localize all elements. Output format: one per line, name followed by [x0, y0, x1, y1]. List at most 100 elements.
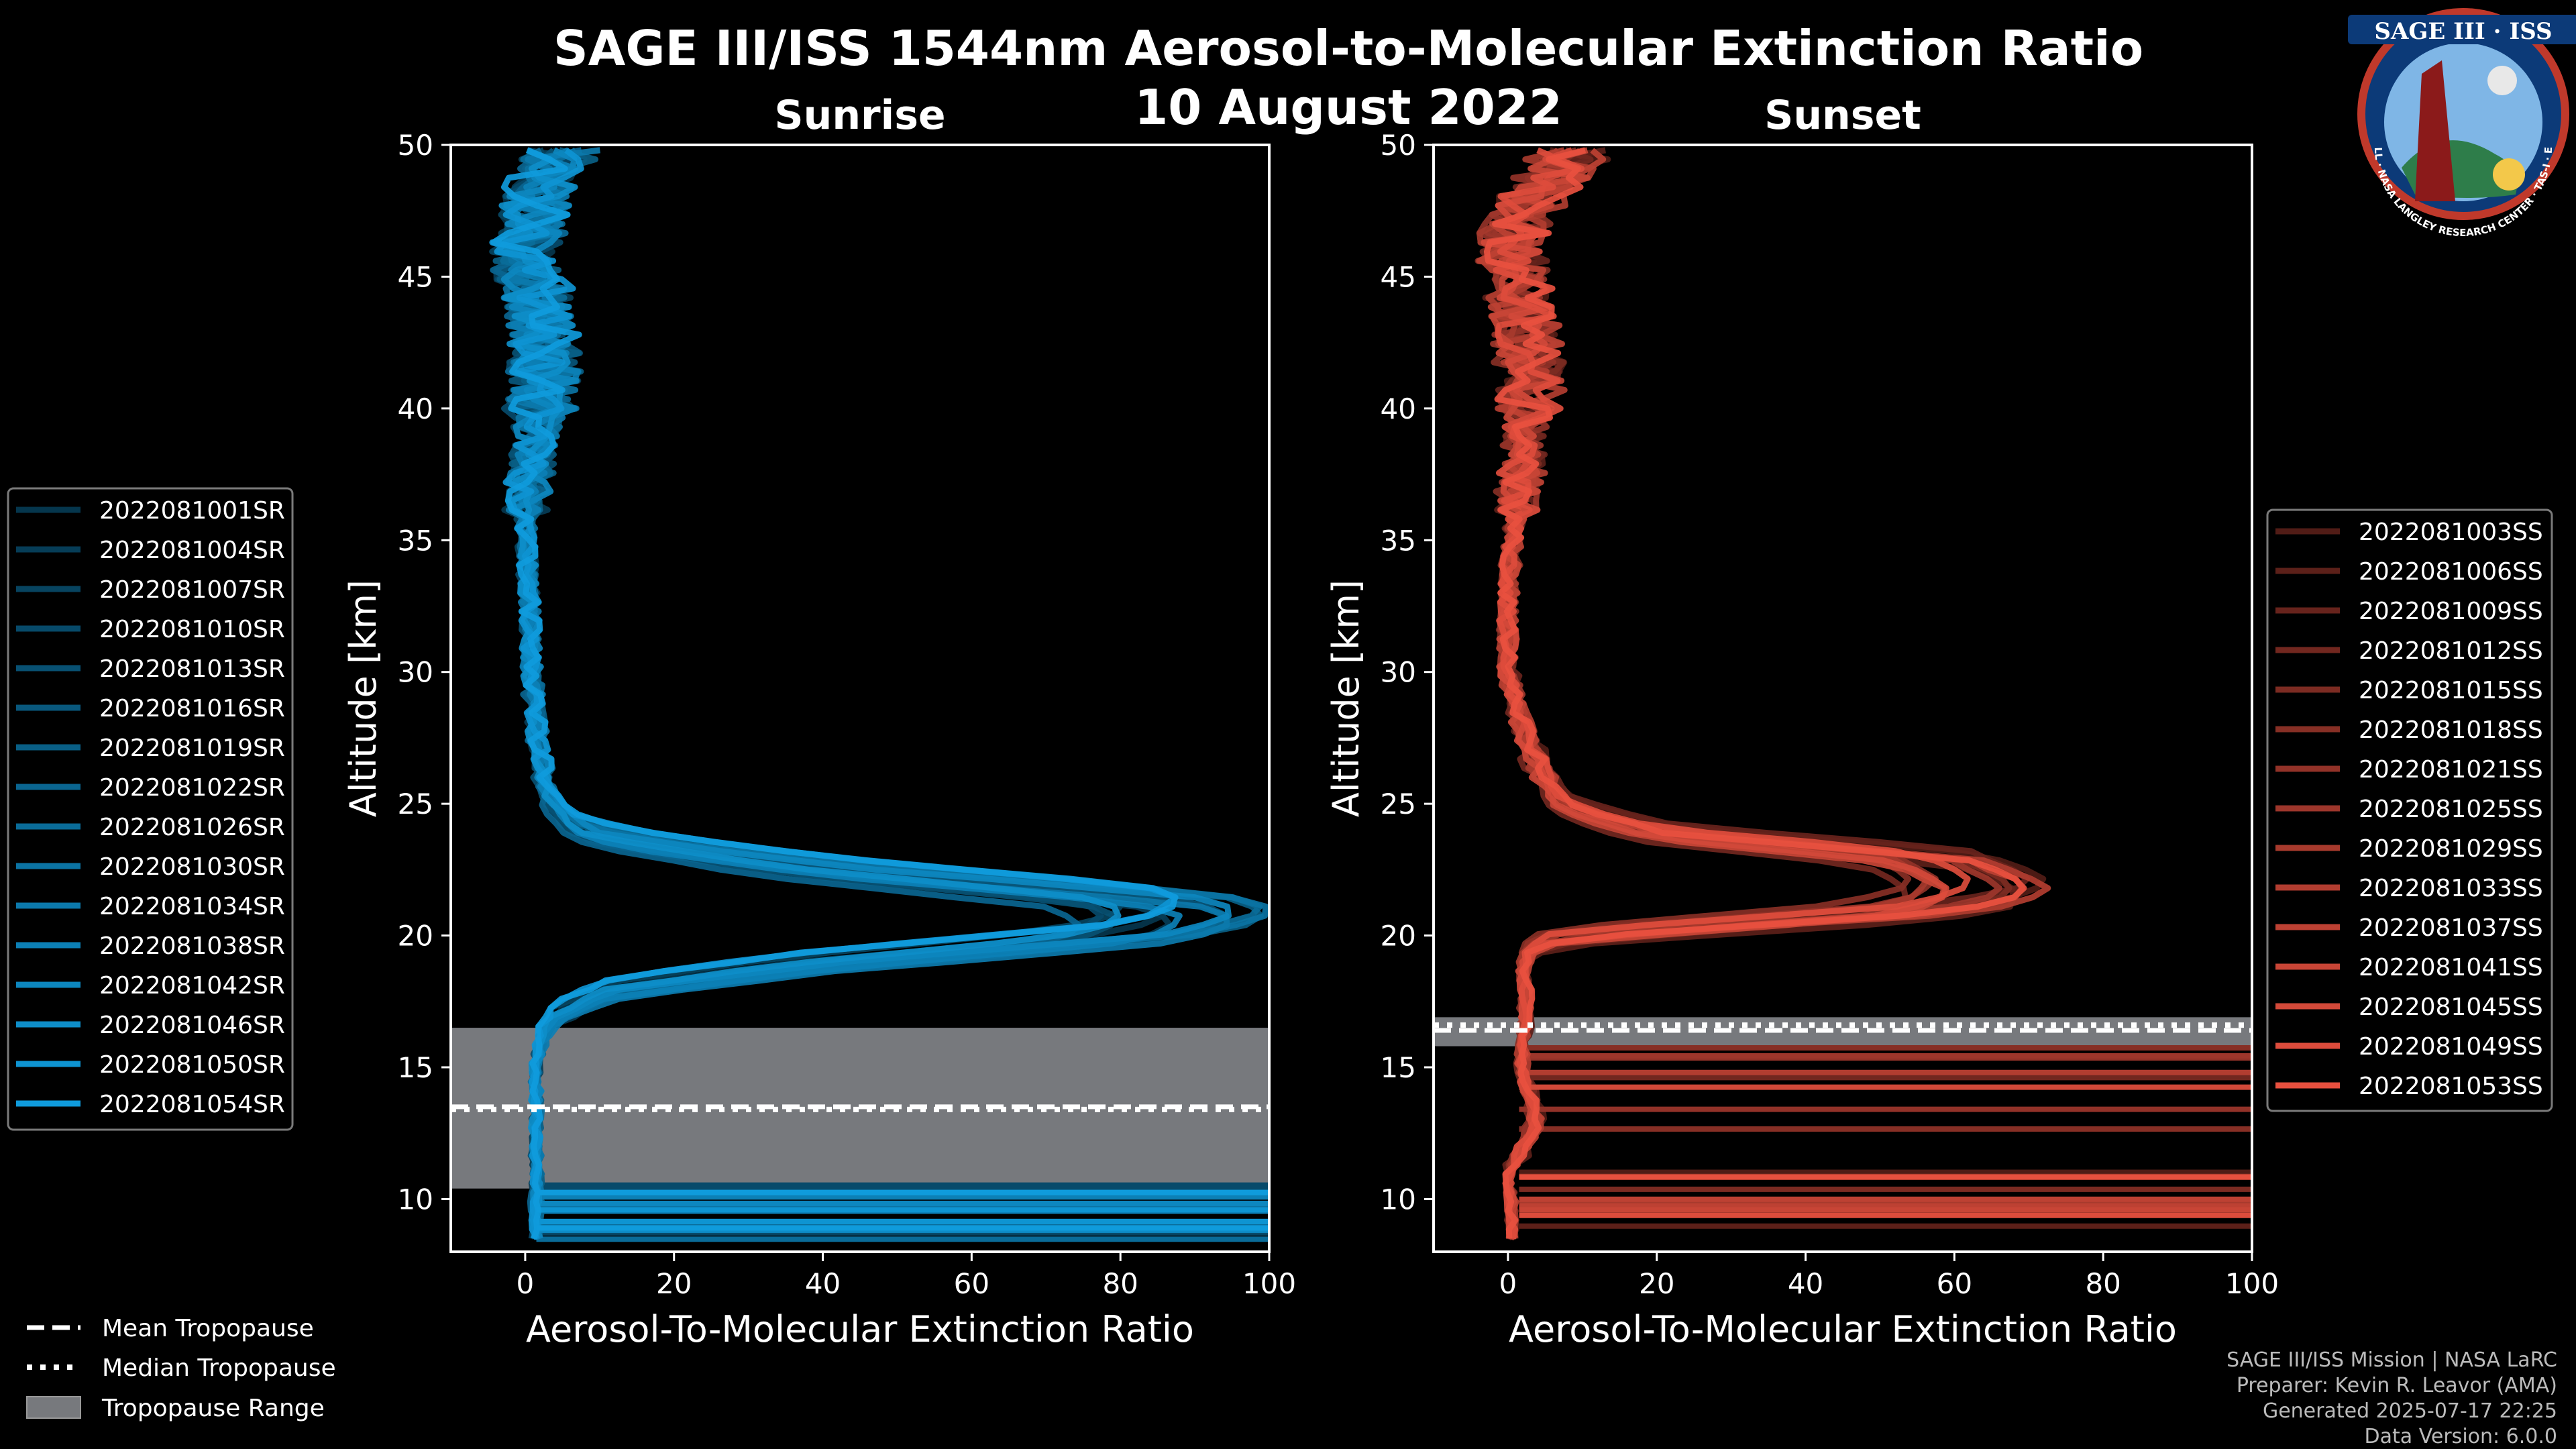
logo-moon — [2487, 66, 2517, 95]
y-tick-label: 30 — [1381, 656, 1416, 689]
logo-text: SAGE III · ISS — [2374, 18, 2552, 45]
y-tick-label: 35 — [398, 524, 433, 557]
legend-label-2022081045SS: 2022081045SS — [2359, 994, 2543, 1021]
x-tick-label: 20 — [656, 1267, 692, 1300]
y-tick-label: 25 — [1381, 788, 1416, 820]
legend-label-2022081038SR: 2022081038SR — [99, 932, 285, 960]
tropopause-range-label: Tropopause Range — [101, 1395, 325, 1422]
x-tick-label: 0 — [517, 1267, 535, 1300]
logo-sun — [2493, 158, 2525, 191]
legend-label-2022081025SS: 2022081025SS — [2359, 796, 2543, 823]
profile-2022081054SR — [490, 147, 1179, 1240]
footer-mission: SAGE III/ISS Mission | NASA LaRC — [2226, 1348, 2557, 1372]
figure-title: SAGE III/ISS 1544nm Aerosol-to-Molecular… — [553, 20, 2143, 76]
x-tick-label: 0 — [1499, 1267, 1517, 1300]
sunrise-panel: 0 20 40 60 80 100 10 15 20 25 30 35 40 45 50 Aerosol-T… — [342, 129, 1296, 1350]
x-tick-label: 100 — [2225, 1267, 2279, 1300]
y-tick-label: 50 — [398, 129, 433, 162]
sunset-axes-frame — [1432, 144, 2253, 1253]
x-tick-label: 80 — [2085, 1267, 2121, 1300]
legend-label-2022081049SS: 2022081049SS — [2359, 1033, 2543, 1061]
y-tick-label: 10 — [398, 1183, 433, 1216]
legend-label-2022081041SS: 2022081041SS — [2359, 954, 2543, 981]
legend-label-2022081034SR: 2022081034SR — [99, 893, 285, 920]
footer-generated: Generated 2025-07-17 22:25 — [2263, 1399, 2557, 1423]
profile-2022081053SS — [1483, 147, 2027, 1239]
y-tick-label: 15 — [398, 1051, 433, 1084]
y-tick-label: 20 — [1381, 920, 1416, 953]
legend-label-2022081053SS: 2022081053SS — [2359, 1073, 2543, 1100]
legend-label-2022081046SR: 2022081046SR — [99, 1012, 285, 1039]
sunset-panel-title: Sunset — [1764, 92, 1921, 139]
mean-tropopause-label: Mean Tropopause — [102, 1315, 314, 1342]
logo-figure — [2415, 60, 2455, 201]
sunset-y-axis-label: Altitude [km] — [1325, 580, 1367, 817]
x-tick-label: 100 — [1242, 1267, 1296, 1300]
x-tick-label: 60 — [1937, 1267, 1972, 1300]
sunset-x-axis-label: Aerosol-To-Molecular Extinction Ratio — [1509, 1308, 2177, 1350]
legend-label-2022081001SR: 2022081001SR — [99, 497, 285, 525]
legend-label-2022081009SS: 2022081009SS — [2359, 598, 2543, 625]
y-tick-label: 20 — [398, 920, 433, 953]
y-tick-label: 40 — [398, 392, 433, 425]
sunrise-tropopause-lines — [451, 1104, 1269, 1112]
legend-label-2022081004SR: 2022081004SR — [99, 537, 285, 564]
sunset-legend: 2022081003SS 2022081006SS 2022081009SS 2022… — [2266, 508, 2553, 1112]
sunset-ticks: 0 20 40 60 80 100 10 15 20 25 30 35 40 45 50 — [1381, 129, 2279, 1300]
footer-credits: SAGE III/ISS Mission | NASA LaRC Prepare… — [2226, 1348, 2557, 1448]
legend-label-2022081010SR: 2022081010SR — [99, 616, 285, 643]
sunset-plot-background — [1434, 145, 2252, 1252]
legend-label-2022081054SR: 2022081054SR — [99, 1091, 285, 1118]
y-tick-label: 15 — [1381, 1051, 1416, 1084]
y-tick-label: 25 — [398, 788, 433, 820]
legend-label-2022081033SS: 2022081033SS — [2359, 875, 2543, 902]
y-tick-label: 50 — [1381, 129, 1416, 162]
sunrise-ticks: 0 20 40 60 80 100 10 15 20 25 30 35 40 45 50 — [398, 129, 1297, 1300]
sunrise-profiles — [489, 147, 1269, 1242]
sunrise-panel-title: Sunrise — [774, 92, 945, 139]
sunrise-y-axis-label: Altitude [km] — [342, 580, 384, 817]
legend-label-2022081013SR: 2022081013SR — [99, 655, 285, 683]
legend-label-2022081007SR: 2022081007SR — [99, 576, 285, 604]
footer-data-version: Data Version: 6.0.0 — [2365, 1425, 2557, 1448]
x-tick-label: 60 — [954, 1267, 989, 1300]
legend-label-2022081037SS: 2022081037SS — [2359, 914, 2543, 942]
x-tick-label: 40 — [805, 1267, 841, 1300]
legend-label-2022081006SS: 2022081006SS — [2359, 558, 2543, 586]
median-tropopause-label: Median Tropopause — [102, 1354, 336, 1382]
legend-label-2022081019SR: 2022081019SR — [99, 735, 285, 762]
logo-banner — [2348, 15, 2576, 44]
figure-date: 10 August 2022 — [1134, 79, 1562, 136]
x-tick-label: 80 — [1102, 1267, 1138, 1300]
x-tick-label: 40 — [1788, 1267, 1823, 1300]
legend-label-2022081012SS: 2022081012SS — [2359, 637, 2543, 665]
x-tick-label: 20 — [1639, 1267, 1674, 1300]
sunrise-legend: 2022081001SR 2022081004SR 2022081007SR 2022… — [7, 487, 294, 1131]
footer-preparer: Preparer: Kevin R. Leavor (AMA) — [2237, 1374, 2557, 1397]
sunrise-x-axis-label: Aerosol-To-Molecular Extinction Ratio — [526, 1308, 1194, 1350]
legend-label-2022081050SR: 2022081050SR — [99, 1051, 285, 1079]
sunset-tropopause-lines — [1434, 1022, 2252, 1033]
legend-label-2022081016SR: 2022081016SR — [99, 695, 285, 722]
y-tick-label: 45 — [398, 260, 433, 293]
y-tick-label: 30 — [398, 656, 433, 689]
legend-label-2022081018SS: 2022081018SS — [2359, 716, 2543, 744]
sunset-panel: 0 20 40 60 80 100 10 15 20 25 30 35 40 45 50 Aerosol-T… — [1325, 129, 2279, 1350]
sunset-legend-box — [2266, 508, 2553, 1112]
y-tick-label: 35 — [1381, 524, 1416, 557]
y-tick-label: 45 — [1381, 260, 1416, 293]
legend-label-2022081029SS: 2022081029SS — [2359, 835, 2543, 863]
legend-label-2022081026SR: 2022081026SR — [99, 814, 285, 841]
legend-label-2022081042SR: 2022081042SR — [99, 972, 285, 1000]
tropopause-range-swatch — [26, 1396, 81, 1419]
legend-label-2022081022SR: 2022081022SR — [99, 774, 285, 802]
sunset-profiles — [1474, 147, 2252, 1241]
tropopause-legend: Mean Tropopause Median Tropopause Tropop… — [26, 1315, 336, 1422]
y-tick-label: 10 — [1381, 1183, 1416, 1216]
y-tick-label: 40 — [1381, 392, 1416, 425]
sunrise-legend-box — [7, 487, 294, 1131]
sunrise-axes-frame — [449, 144, 1271, 1253]
legend-label-2022081003SS: 2022081003SS — [2359, 519, 2543, 546]
legend-label-2022081021SS: 2022081021SS — [2359, 756, 2543, 784]
